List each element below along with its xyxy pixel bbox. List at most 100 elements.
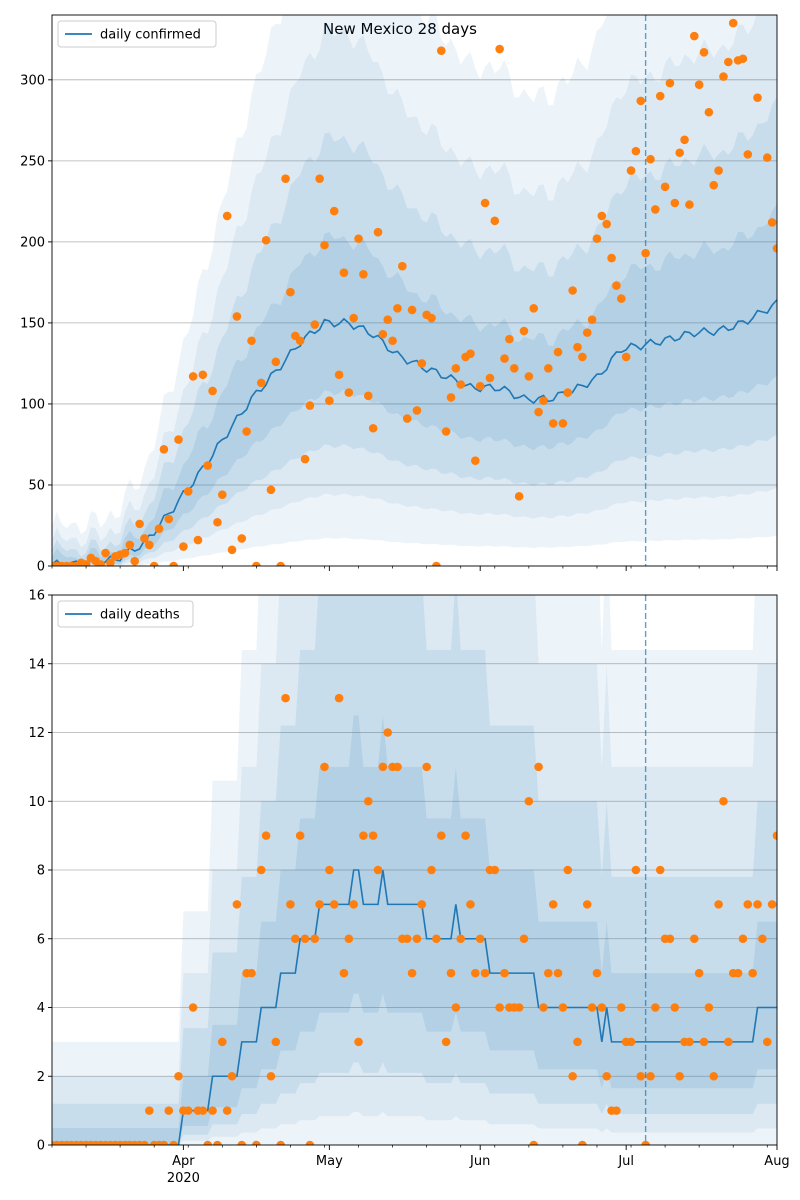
model-line bbox=[52, 299, 777, 566]
observed-point bbox=[164, 1106, 174, 1115]
observed-point bbox=[471, 456, 480, 465]
observed-point bbox=[685, 200, 694, 209]
observed-point bbox=[227, 545, 237, 555]
observed-point bbox=[753, 93, 762, 102]
observed-point bbox=[198, 1106, 208, 1115]
observed-point bbox=[169, 561, 178, 566]
observed-point bbox=[602, 219, 611, 229]
observed-point bbox=[145, 540, 154, 550]
observed-point bbox=[252, 561, 261, 566]
observed-point bbox=[553, 968, 563, 978]
observed-point bbox=[714, 900, 723, 909]
observed-point bbox=[490, 216, 500, 226]
observed-point bbox=[159, 1140, 169, 1145]
observed-point bbox=[753, 900, 762, 909]
uncertainty-band bbox=[52, 203, 777, 566]
observed-point bbox=[325, 865, 334, 875]
observed-point bbox=[568, 286, 577, 295]
page-title: New Mexico 28 days bbox=[323, 20, 477, 38]
observed-point bbox=[719, 72, 728, 81]
observed-point bbox=[587, 315, 597, 324]
y-tick-label: 10 bbox=[28, 795, 45, 810]
observed-point bbox=[446, 968, 456, 978]
observed-point bbox=[626, 1037, 636, 1047]
observed-point bbox=[724, 57, 733, 67]
observed-point bbox=[621, 352, 631, 362]
observed-point bbox=[733, 968, 743, 978]
observed-point bbox=[592, 968, 602, 978]
observed-point bbox=[198, 370, 208, 380]
observed-point bbox=[563, 388, 573, 397]
observed-point bbox=[315, 900, 324, 909]
observed-point bbox=[135, 519, 144, 529]
observed-point bbox=[218, 1037, 227, 1047]
observed-point bbox=[402, 934, 412, 944]
observed-point bbox=[81, 560, 91, 566]
observed-point bbox=[290, 934, 300, 944]
observed-point bbox=[762, 153, 772, 162]
y-tick-label: 150 bbox=[20, 316, 45, 331]
observed-point bbox=[582, 900, 592, 909]
observed-point bbox=[154, 524, 164, 534]
observed-point bbox=[363, 796, 373, 806]
observed-point bbox=[704, 107, 714, 117]
observed-point bbox=[329, 206, 339, 216]
observed-point bbox=[709, 180, 719, 190]
observed-point bbox=[222, 1106, 232, 1115]
observed-point bbox=[539, 1003, 548, 1012]
observed-point bbox=[578, 352, 587, 362]
observed-point bbox=[573, 342, 582, 352]
observed-point bbox=[612, 281, 621, 290]
observed-point bbox=[607, 253, 616, 263]
observed-point bbox=[626, 166, 636, 175]
legend: daily deaths bbox=[57, 600, 194, 628]
observed-point bbox=[548, 419, 558, 428]
observed-point bbox=[281, 693, 290, 703]
observed-point bbox=[505, 334, 514, 344]
observed-point bbox=[208, 386, 217, 396]
observed-point bbox=[592, 234, 602, 243]
observed-point bbox=[573, 1037, 582, 1047]
observed-point bbox=[169, 1140, 178, 1145]
observed-point bbox=[456, 934, 466, 944]
observed-point bbox=[222, 211, 232, 221]
observed-point bbox=[145, 1106, 154, 1115]
observed-point bbox=[694, 968, 704, 978]
observed-point bbox=[441, 1037, 451, 1047]
observed-point bbox=[500, 968, 509, 978]
deaths-panel: 0 2 4 6 8 10 12 14 16 Apr 2020 May Jun Jul Aug daily de… bbox=[28, 589, 789, 1187]
observed-point bbox=[310, 934, 320, 944]
observed-point bbox=[96, 560, 105, 566]
observed-point bbox=[724, 1037, 733, 1047]
observed-point bbox=[252, 1140, 261, 1145]
observed-point bbox=[436, 46, 446, 55]
observed-point bbox=[699, 47, 709, 57]
observed-point bbox=[232, 900, 242, 909]
observed-point bbox=[402, 414, 412, 423]
observed-point bbox=[432, 561, 441, 566]
observed-point bbox=[685, 1037, 694, 1047]
observed-point bbox=[120, 548, 130, 558]
observed-point bbox=[509, 363, 519, 373]
legend-box bbox=[57, 20, 217, 48]
observed-point bbox=[237, 534, 247, 543]
observed-point bbox=[339, 968, 349, 978]
observed-point bbox=[461, 831, 470, 840]
x-tick-label: May bbox=[316, 1154, 343, 1169]
observed-point bbox=[188, 372, 198, 381]
observed-point bbox=[179, 542, 188, 551]
observed-point bbox=[719, 796, 728, 806]
x-tick-label: Jul bbox=[617, 1154, 634, 1169]
plot-area bbox=[52, 595, 777, 1145]
observed-point bbox=[758, 934, 767, 944]
uncertainty-band bbox=[52, 715, 777, 1145]
observed-point bbox=[329, 900, 339, 909]
observed-point bbox=[373, 865, 383, 875]
observed-point bbox=[665, 78, 675, 88]
observed-point bbox=[417, 359, 427, 368]
y-tick-label: 200 bbox=[20, 235, 45, 250]
model-line bbox=[52, 869, 777, 1145]
observed-point bbox=[427, 865, 436, 875]
observed-point bbox=[568, 1071, 577, 1081]
observed-point bbox=[232, 312, 242, 321]
